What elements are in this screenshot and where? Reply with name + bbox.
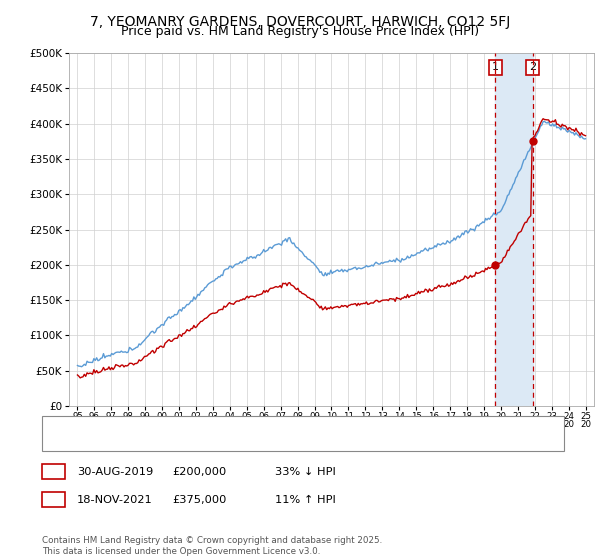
Text: 30-AUG-2019: 30-AUG-2019 (77, 466, 153, 477)
Text: 1: 1 (492, 62, 499, 72)
Text: 7, YEOMANRY GARDENS, DOVERCOURT, HARWICH, CO12 5FJ (detached house): 7, YEOMANRY GARDENS, DOVERCOURT, HARWICH… (81, 421, 473, 431)
Text: 18-NOV-2021: 18-NOV-2021 (77, 494, 152, 505)
Text: HPI: Average price, detached house, Tendring: HPI: Average price, detached house, Tend… (81, 436, 308, 446)
Text: 7, YEOMANRY GARDENS, DOVERCOURT, HARWICH, CO12 5FJ: 7, YEOMANRY GARDENS, DOVERCOURT, HARWICH… (90, 15, 510, 29)
Text: 2: 2 (50, 493, 57, 506)
Text: £200,000: £200,000 (173, 466, 227, 477)
Text: £375,000: £375,000 (173, 494, 227, 505)
Bar (495, 53, 533, 406)
Text: 11% ↑ HPI: 11% ↑ HPI (275, 494, 335, 505)
Text: 33% ↓ HPI: 33% ↓ HPI (275, 466, 335, 477)
Text: 2: 2 (529, 62, 536, 72)
Text: 1: 1 (50, 465, 57, 478)
Text: Contains HM Land Registry data © Crown copyright and database right 2025.
This d: Contains HM Land Registry data © Crown c… (42, 536, 382, 556)
Text: Price paid vs. HM Land Registry's House Price Index (HPI): Price paid vs. HM Land Registry's House … (121, 25, 479, 38)
